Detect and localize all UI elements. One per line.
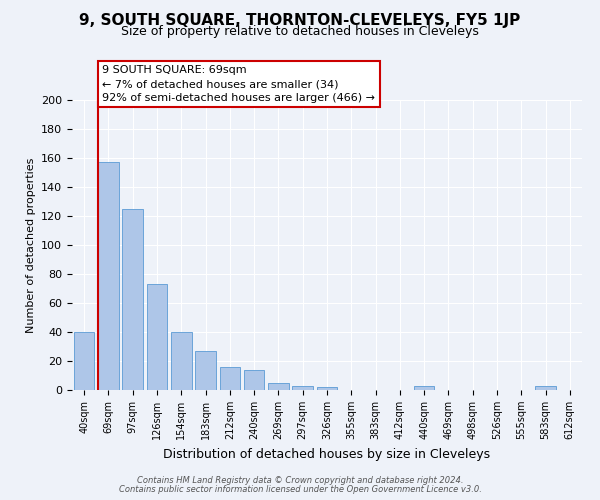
Bar [195,351,216,390]
Text: 9 SOUTH SQUARE: 69sqm
← 7% of detached houses are smaller (34)
92% of semi-detac: 9 SOUTH SQUARE: 69sqm ← 7% of detached h… [102,65,375,103]
Text: Contains public sector information licensed under the Open Government Licence v3: Contains public sector information licen… [119,485,481,494]
Bar [122,209,143,390]
Text: Size of property relative to detached houses in Cleveleys: Size of property relative to detached ho… [121,25,479,38]
Bar [244,370,265,390]
Y-axis label: Number of detached properties: Number of detached properties [26,158,35,332]
Bar [98,162,119,390]
Bar [535,386,556,390]
Bar [171,332,191,390]
X-axis label: Distribution of detached houses by size in Cleveleys: Distribution of detached houses by size … [163,448,491,460]
Bar [292,386,313,390]
Text: 9, SOUTH SQUARE, THORNTON-CLEVELEYS, FY5 1JP: 9, SOUTH SQUARE, THORNTON-CLEVELEYS, FY5… [79,12,521,28]
Bar [268,383,289,390]
Bar [146,284,167,390]
Bar [414,386,434,390]
Bar [317,387,337,390]
Bar [220,367,240,390]
Bar [74,332,94,390]
Text: Contains HM Land Registry data © Crown copyright and database right 2024.: Contains HM Land Registry data © Crown c… [137,476,463,485]
